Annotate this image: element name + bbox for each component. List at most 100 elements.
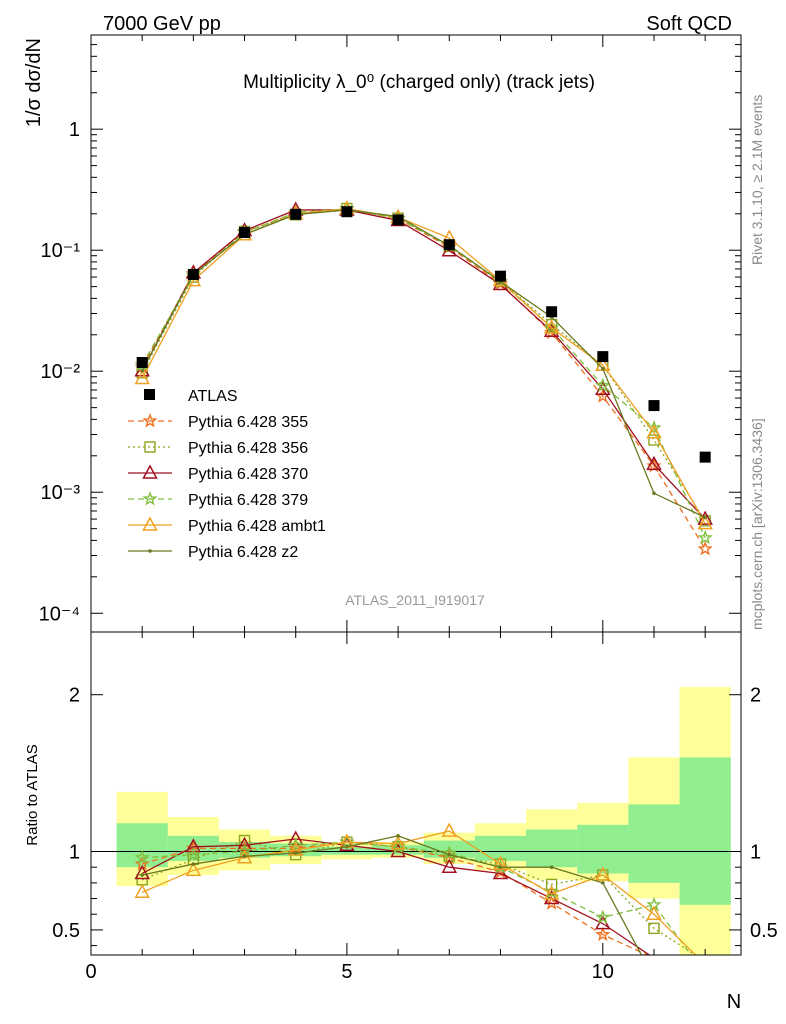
main-panel: Multiplicity λ_0⁰ (charged only) (track …	[23, 34, 742, 633]
ratio-point	[545, 878, 558, 891]
atlas-point	[136, 357, 148, 369]
ratio-point	[441, 822, 458, 837]
y-tick-label: 10⁻¹	[41, 240, 81, 262]
ratio-point	[646, 905, 662, 920]
series-line	[141, 208, 706, 539]
data-point	[697, 529, 713, 545]
ratio-point	[345, 845, 349, 849]
ratio-point	[447, 852, 452, 857]
data-point	[652, 491, 656, 496]
legend-marker	[144, 441, 156, 453]
ratio-panel: 0 5 10 0.5 0.5 1 1 2 2 Ratio to ATLAS N	[24, 631, 778, 1013]
atlas-point	[648, 400, 660, 412]
series-line	[141, 209, 706, 518]
ratio-point	[288, 840, 304, 855]
y-tick-label: 1	[69, 119, 80, 141]
energy-label: 7000 GeV pp	[103, 13, 221, 35]
legend-label: Pythia 6.428 379	[188, 492, 308, 509]
legend-label: Pythia 6.428 355	[188, 414, 308, 431]
y-tick-label: 0.5	[52, 920, 80, 942]
watermark: ATLAS_2011_I919017	[345, 592, 485, 608]
ratio-point	[595, 926, 611, 942]
ratio-ylabel: Ratio to ATLAS	[24, 744, 41, 845]
series-line	[141, 207, 706, 522]
ratio-axis-ticks: 0 5 10 0.5 0.5 1 1 2 2	[52, 632, 778, 983]
ratio-point	[339, 834, 355, 849]
ratio-point	[390, 835, 406, 850]
process-label: Soft QCD	[646, 13, 732, 35]
green-band	[628, 804, 680, 883]
ratio-point	[648, 922, 660, 935]
data-point	[697, 540, 713, 556]
atlas-point	[392, 214, 404, 226]
ratio-line	[141, 839, 697, 955]
ratio-line	[142, 841, 693, 955]
y-tick-label: 10⁻⁴	[39, 603, 80, 625]
legend-marker	[142, 491, 158, 506]
data-point	[543, 319, 560, 334]
atlas-point	[443, 239, 455, 251]
legend-label: Pythia 6.428 356	[188, 440, 308, 457]
ratio-point	[287, 841, 304, 856]
atlas-point	[546, 306, 558, 318]
x-tick-label: 0	[85, 961, 96, 983]
atlas-point	[187, 268, 199, 280]
main-frame	[90, 34, 742, 633]
atlas-point	[597, 351, 609, 363]
main-ylabel: 1/σ dσ/dN	[23, 38, 45, 127]
ratio-point	[595, 866, 611, 881]
data-point	[595, 377, 611, 393]
x-tick-label: 10	[592, 961, 614, 983]
legend-label: ATLAS	[188, 388, 238, 405]
ratio-point	[191, 862, 196, 866]
green-band	[526, 829, 578, 868]
ratio-data-layer	[134, 822, 697, 955]
data-point	[703, 515, 707, 520]
y-tick-label-right: 1	[750, 842, 761, 864]
ratio-frame	[90, 631, 742, 956]
main-axis-ticks: 10⁻⁴ 10⁻³ 10⁻² 10⁻¹ 1	[39, 34, 741, 632]
y-tick-label: 10⁻³	[41, 482, 81, 504]
legend-atlas-marker	[144, 389, 155, 400]
ratio-point	[544, 884, 560, 899]
y-tick-label: 2	[69, 685, 80, 707]
ratio-point	[396, 834, 400, 838]
atlas-point	[290, 208, 302, 220]
ratio-point	[293, 851, 298, 855]
ratio-point	[601, 881, 605, 885]
y-tick-label-right: 2	[750, 685, 761, 707]
y-tick-label-right: 0.5	[750, 920, 778, 942]
series-line	[141, 208, 706, 524]
mcplots-label: mcplots.cern.ch [arXiv:1306.3436]	[749, 418, 765, 630]
atlas-point	[699, 451, 711, 463]
ratio-point	[498, 865, 503, 869]
ratio-point	[543, 885, 560, 900]
data-point	[601, 366, 605, 371]
ratio-line	[141, 841, 649, 955]
green-band	[577, 824, 629, 874]
ratio-bands	[91, 686, 741, 955]
ratio-point	[492, 855, 509, 870]
data-point	[646, 455, 662, 471]
main-data-layer	[134, 200, 713, 556]
ratio-point	[441, 858, 458, 873]
legend-marker	[142, 413, 158, 428]
legend-label: Pythia 6.428 z2	[188, 544, 298, 561]
green-band	[679, 757, 731, 905]
ratio-point	[134, 849, 150, 865]
ratio-line	[141, 838, 651, 955]
main-title: Multiplicity λ_0⁰ (charged only) (track …	[243, 72, 595, 93]
ratio-point	[134, 864, 150, 880]
ratio-point	[185, 838, 202, 853]
ratio-point	[595, 909, 611, 924]
data-point	[646, 424, 662, 439]
ratio-line	[141, 830, 697, 955]
legend-marker	[142, 464, 158, 479]
ratio-point	[185, 846, 202, 862]
y-tick-label: 10⁻²	[41, 361, 81, 383]
ratio-point	[242, 854, 247, 859]
data-point	[134, 369, 150, 385]
data-point	[140, 368, 144, 373]
ratio-point	[134, 883, 150, 899]
atlas-point	[239, 227, 251, 239]
